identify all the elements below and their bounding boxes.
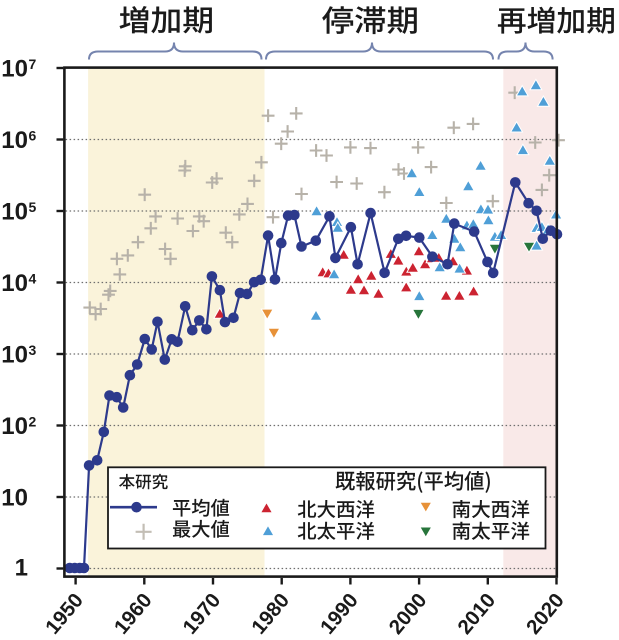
svg-text:6: 6	[29, 128, 37, 144]
svg-text:5: 5	[29, 199, 37, 215]
svg-text:3: 3	[29, 342, 37, 358]
svg-text:1: 1	[15, 555, 28, 582]
svg-text:10: 10	[1, 413, 28, 440]
svg-text:7: 7	[29, 56, 37, 72]
svg-text:4: 4	[29, 271, 37, 287]
svg-text:10: 10	[1, 127, 28, 154]
svg-text:2: 2	[29, 414, 37, 430]
svg-text:10: 10	[1, 485, 28, 512]
svg-text:10: 10	[1, 56, 28, 83]
svg-text:10: 10	[1, 199, 28, 226]
svg-text:10: 10	[1, 342, 28, 369]
svg-text:10: 10	[1, 270, 28, 297]
